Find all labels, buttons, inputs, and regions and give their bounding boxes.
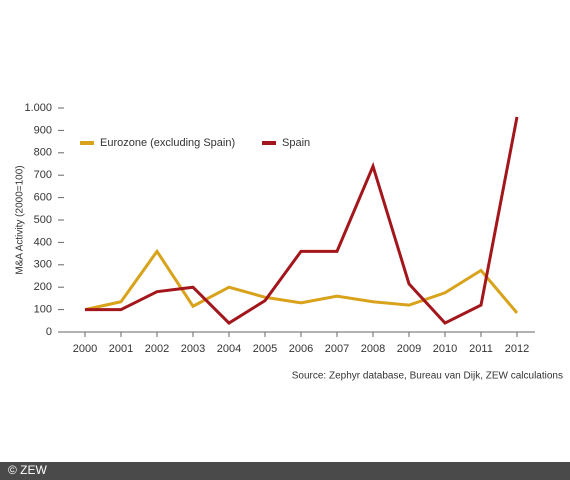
x-tick-label: 2003 (181, 343, 205, 355)
y-axis-label: M&A Activity (2000=100) (15, 165, 26, 274)
y-tick-label: 500 (34, 214, 52, 226)
footer-bar (0, 462, 570, 480)
x-tick-label: 2008 (361, 343, 385, 355)
y-tick-label: 300 (34, 259, 52, 271)
y-tick-label: 1.000 (24, 102, 52, 114)
y-tick-label: 0 (46, 326, 52, 338)
x-tick-label: 2009 (397, 343, 421, 355)
x-tick-label: 2007 (325, 343, 349, 355)
footer-text: © ZEW (8, 463, 48, 477)
series-line (85, 116, 519, 325)
x-tick-label: 2012 (505, 343, 529, 355)
series-line (84, 248, 519, 314)
y-tick-label: 700 (34, 169, 52, 181)
x-tick-label: 2001 (109, 343, 133, 355)
y-tick-label: 800 (34, 147, 52, 159)
source-note: Source: Zephyr database, Bureau van Dijk… (292, 371, 563, 382)
y-tick-label: 100 (34, 304, 52, 316)
x-tick-label: 2004 (217, 343, 241, 355)
x-tick-label: 2002 (145, 343, 169, 355)
x-tick-label: 2011 (469, 343, 493, 355)
x-tick-label: 2005 (253, 343, 277, 355)
x-tick-label: 2000 (73, 343, 97, 355)
x-tick-label: 2006 (289, 343, 313, 355)
y-tick-label: 900 (34, 124, 52, 136)
y-tick-label: 200 (34, 281, 52, 293)
legend-label: Eurozone (excluding Spain) (100, 137, 235, 149)
legend-label: Spain (282, 137, 310, 149)
y-tick-label: 600 (34, 192, 52, 204)
y-tick-label: 400 (34, 236, 52, 248)
x-tick-label: 2010 (433, 343, 457, 355)
